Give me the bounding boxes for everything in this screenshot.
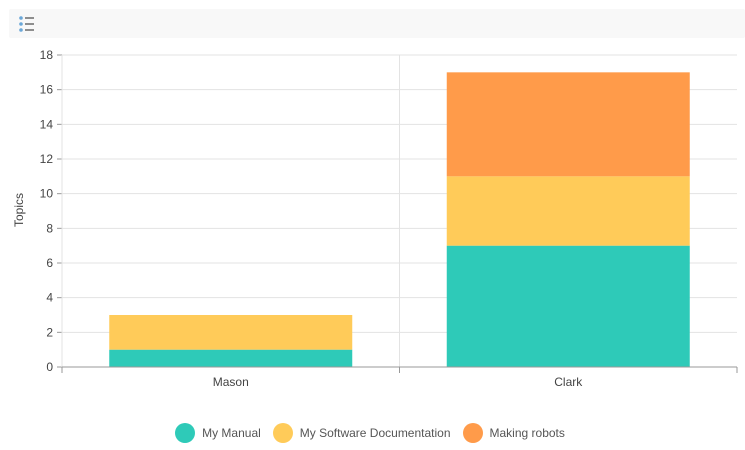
bar-segment[interactable] [109, 349, 353, 367]
legend-label: Making robots [489, 426, 565, 440]
y-tick-label: 10 [40, 187, 54, 201]
y-tick-label: 4 [46, 291, 53, 305]
legend-label: My Software Documentation [299, 426, 451, 440]
bar-segment[interactable] [109, 315, 353, 350]
chart-toolbar [9, 9, 745, 38]
x-tick-label: Clark [554, 375, 583, 389]
y-tick-label: 18 [40, 48, 54, 62]
bar-segment[interactable] [446, 176, 690, 246]
legend-label: My Manual [202, 426, 261, 440]
legend-item[interactable]: My Manual [175, 423, 261, 443]
legend-item[interactable]: My Software Documentation [272, 423, 451, 443]
y-tick-label: 0 [46, 360, 53, 374]
y-tick-label: 14 [40, 117, 54, 131]
y-tick-label: 6 [46, 256, 53, 270]
axes-layer: 0 2 4 6 8 10 12 14 16 18 Mason Clark [40, 48, 738, 389]
legend-item[interactable]: Making robots [462, 423, 565, 443]
list-menu-button[interactable] [17, 14, 37, 34]
list-menu-icon [19, 16, 34, 32]
stacked-bar-chart: 0 2 4 6 8 10 12 14 16 18 Mason Clark Topics [12, 48, 738, 389]
bars-layer [109, 72, 690, 367]
bar-segment[interactable] [446, 72, 690, 177]
y-tick-label: 16 [40, 83, 54, 97]
bar-segment[interactable] [446, 245, 690, 367]
legend-swatch [272, 423, 293, 443]
legend-swatch [175, 423, 196, 443]
y-tick-label: 8 [46, 221, 53, 235]
x-tick-label: Mason [213, 375, 249, 389]
y-tick-label: 12 [40, 152, 54, 166]
chart-legend: My Manual My Software Documentation Making… [0, 420, 745, 446]
legend-swatch [462, 423, 483, 443]
y-tick-label: 2 [46, 325, 53, 339]
y-axis-title: Topics [12, 193, 26, 227]
